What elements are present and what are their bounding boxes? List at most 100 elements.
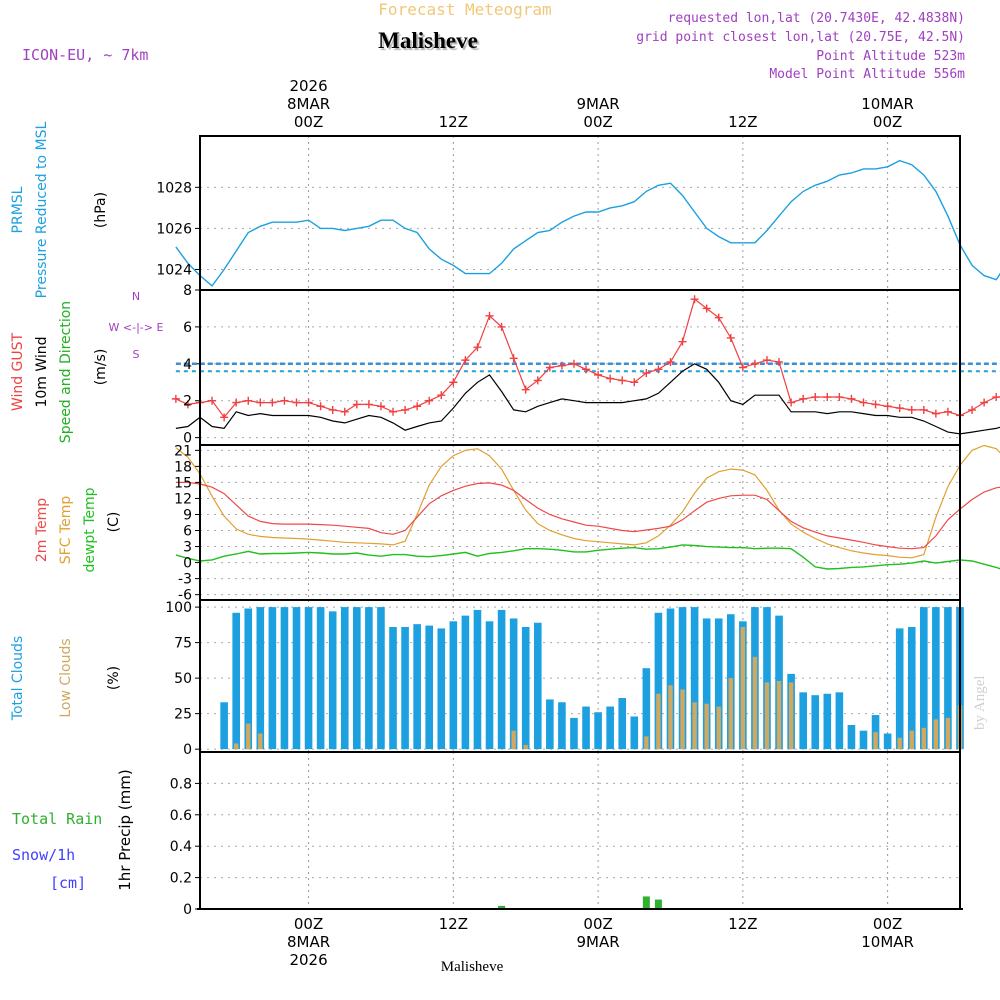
total-cloud-bar (280, 607, 289, 750)
panel-frame (199, 135, 961, 291)
wind-gust-marker (545, 363, 554, 372)
total-cloud-bar (618, 698, 627, 750)
sfc-temp-title: SFC Temp (58, 496, 74, 565)
wind-gust-marker (473, 343, 482, 352)
compass-west-east: W <-|-> E (109, 321, 164, 334)
precip-axis-title: 1hr Precip (mm) (116, 769, 134, 890)
wind-speed-title: 10m Wind (34, 336, 50, 407)
total-cloud-bar (413, 624, 421, 750)
wind-gust-marker (376, 402, 385, 411)
total-cloud-bar (425, 625, 434, 750)
y-tick-label: 0 (183, 742, 192, 758)
y-tick-label: 0 (183, 431, 192, 447)
wind-gust-marker (509, 354, 518, 363)
y-tick-label: 1024 (156, 262, 192, 278)
y-tick-label: 3 (183, 540, 192, 556)
total-cloud-bar (558, 702, 566, 750)
wind-gust-marker (919, 405, 928, 414)
total-cloud-bar (630, 716, 639, 750)
total-cloud-bar (546, 699, 554, 750)
panel-frame (199, 599, 961, 753)
total-cloud-bar (799, 692, 807, 750)
rain-bar (498, 905, 506, 909)
wind-gust-marker (328, 405, 337, 414)
total-cloud-bar (292, 607, 301, 750)
wind-gust-marker (943, 407, 952, 416)
dewpoint-line (175, 544, 1000, 570)
wind-gust-marker (750, 359, 759, 368)
top-time-label: 8MAR (287, 95, 330, 113)
wind-gust-marker (787, 398, 796, 407)
wind-gust-marker (666, 357, 675, 366)
total-cloud-bar (570, 717, 578, 750)
pressure-unit: (hPa) (93, 192, 109, 228)
wind-gust-marker (618, 376, 627, 385)
temp-2m-title: 2m Temp (34, 498, 50, 562)
temp-2m-line (175, 481, 1000, 550)
total-cloud-bar (823, 693, 832, 750)
wind-gust-marker (690, 295, 699, 304)
low-cloud-bar (246, 723, 251, 750)
wind-gust-marker (304, 398, 313, 407)
wind-gust-marker (256, 398, 265, 407)
total-cloud-bar (268, 607, 277, 750)
y-tick-label: 0 (183, 902, 192, 918)
total-cloud-bar (702, 618, 711, 750)
low-cloud-bar (233, 743, 239, 750)
wind-gust-marker (835, 393, 844, 402)
total-cloud-bar (389, 626, 397, 750)
total-cloud-bar (666, 608, 675, 750)
y-tick-label: 0.2 (170, 871, 192, 887)
wind-gust-marker (606, 374, 615, 383)
wind-gust-marker (738, 363, 747, 372)
top-time-label: 9MAR (577, 95, 620, 113)
wind-gust-marker (823, 393, 832, 402)
total-cloud-bar (461, 615, 470, 750)
rain-bar (642, 896, 650, 909)
credit-watermark: by Angel (972, 675, 988, 730)
wind-gust-marker (244, 396, 253, 405)
wind-gust-marker (425, 396, 434, 405)
y-tick-label: 1026 (156, 221, 192, 237)
low-cloud-bar (511, 730, 516, 750)
wind-gust-marker (292, 398, 301, 407)
wind-gust-marker (569, 359, 578, 368)
wind-gust-marker (775, 357, 784, 366)
y-tick-label: 0.4 (170, 839, 192, 855)
wind-gust-marker (557, 361, 566, 370)
low-cloud-bar (692, 702, 697, 750)
total-cloud-bar (437, 628, 446, 750)
y-tick-label: 50 (174, 671, 192, 687)
wind-speed-line (175, 363, 1000, 435)
wind-gust-marker (678, 337, 687, 346)
total-cloud-bar (895, 628, 904, 750)
pressure-line (175, 159, 1000, 287)
wind-gust-marker (208, 396, 217, 405)
wind-gust-marker (268, 398, 277, 407)
y-tick-label: -6 (178, 588, 192, 604)
bottom-time-label: 10MAR (861, 933, 914, 951)
wind-gust-marker (401, 405, 410, 414)
wind-gust-marker (642, 369, 651, 378)
wind-gust-marker (220, 413, 229, 422)
wind-gust-marker (449, 378, 458, 387)
model-label: ICON-EU, ~ 7km (22, 46, 148, 64)
wind-gust-marker (847, 394, 856, 403)
low-cloud-bar (909, 730, 914, 750)
bottom-time-label: 00Z (873, 915, 902, 933)
clouds-unit: (%) (106, 666, 122, 690)
wind-gust-marker (232, 398, 241, 407)
wind-gust-marker (389, 407, 398, 416)
total-cloud-bar (497, 609, 506, 750)
top-time-label: 2026 (289, 77, 327, 95)
y-tick-label: 2 (183, 394, 192, 410)
wind-gust-marker (726, 333, 735, 342)
wind-gust-marker (183, 400, 192, 409)
wind-gust-marker (895, 404, 904, 413)
total-cloud-bar (340, 607, 349, 750)
total-cloud-bar (678, 607, 687, 750)
y-tick-label: 6 (183, 524, 192, 540)
bottom-time-label: 9MAR (577, 933, 620, 951)
low-cloud-bar (716, 706, 721, 750)
wind-gust-marker (280, 396, 289, 405)
